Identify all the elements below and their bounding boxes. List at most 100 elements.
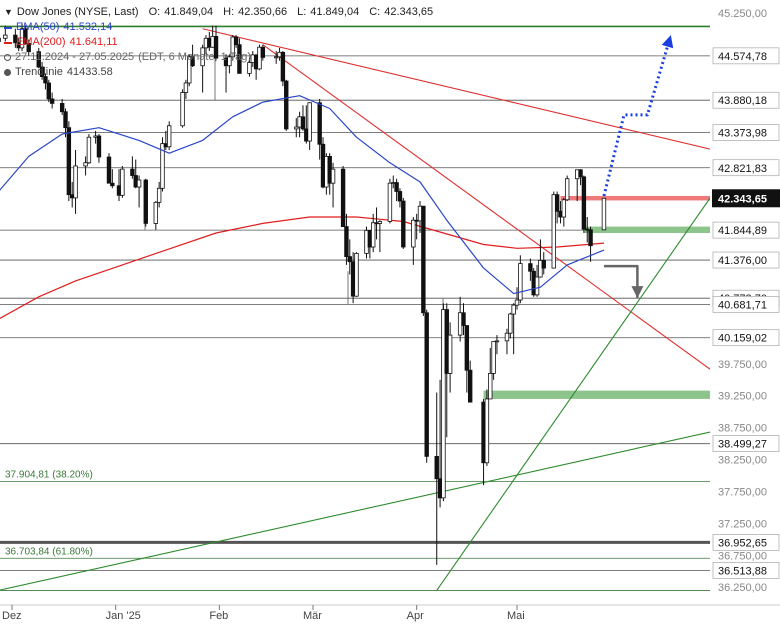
candle-body	[461, 312, 466, 326]
candle-body	[63, 111, 68, 129]
y-tick-label: 40.159,02	[718, 333, 767, 345]
candle-body	[538, 260, 543, 278]
candle-body	[601, 197, 607, 231]
y-tick-label: 37.250,00	[718, 518, 767, 530]
candle-body	[344, 226, 349, 257]
candle-body	[394, 182, 399, 192]
candle-body	[280, 51, 286, 82]
candle-body	[83, 162, 88, 167]
level-tag	[712, 221, 780, 239]
candle-body	[49, 98, 55, 104]
candle-body	[514, 299, 520, 306]
candle-body	[377, 221, 383, 224]
ema50-line	[0, 95, 605, 295]
ohlc-open: 41.849,04	[164, 6, 214, 18]
trendline-label: Trendlinie	[15, 66, 63, 78]
candle-body	[23, 28, 28, 44]
level-tag	[712, 124, 780, 141]
candle-body	[354, 253, 359, 297]
legend-title-row: ▼ Dow Jones (NYSE, Last) O: 41.849,04 H: 4…	[4, 6, 434, 18]
candle-body	[59, 103, 65, 113]
candle-body	[511, 304, 516, 315]
horizontal-levels	[0, 25, 710, 591]
bullish-projection-arrow	[602, 34, 673, 197]
trendline-value: 41433.58	[66, 66, 113, 78]
candle-body	[227, 56, 232, 67]
candle-body	[541, 260, 546, 269]
candle-body	[143, 179, 148, 224]
candle-body	[578, 169, 583, 178]
ema200-line	[0, 216, 605, 320]
ema50-line	[0, 95, 605, 295]
y-tick-label: 39.250,00	[718, 391, 767, 403]
y-tick-label: 44.574,78	[718, 51, 767, 63]
level-tag	[712, 47, 780, 65]
candle-body	[120, 168, 125, 196]
candle-body	[564, 178, 570, 201]
candle-body	[110, 182, 115, 187]
legend-trendline[interactable]: Trendlinie 41433.58	[4, 65, 433, 80]
candle-body	[230, 36, 235, 58]
level-tag	[712, 296, 780, 313]
candle-body	[130, 168, 135, 176]
candle-body	[257, 46, 262, 70]
candle-body	[13, 34, 18, 44]
y-tick-label: 38.499,27	[718, 439, 767, 451]
candle-body	[340, 168, 346, 227]
candle-body	[160, 143, 165, 189]
candle-body	[551, 194, 556, 269]
y-tick-label: 43.373,98	[718, 128, 767, 140]
candle-body	[213, 35, 219, 59]
candle-body	[441, 309, 446, 499]
ema50-value: 41.532,14	[63, 21, 113, 33]
ema200-value: 41.641,11	[69, 36, 118, 48]
level-tag	[712, 91, 780, 109]
y-tick-label: 40.681,71	[718, 299, 767, 311]
candle-body	[26, 43, 31, 53]
candle-body	[494, 340, 500, 343]
candle-body	[284, 80, 289, 130]
candle-body	[484, 398, 490, 464]
chevron-down-icon[interactable]: ▼	[4, 7, 13, 17]
candle-body	[397, 191, 403, 202]
legend-ema50[interactable]: EMA(50) 41.532,14	[4, 20, 433, 35]
candle-body	[387, 182, 393, 222]
y-tick-label: 38.250,00	[718, 455, 767, 467]
range-label: 27.11.2024 - 27.05.2025	[15, 51, 135, 63]
candle-body	[317, 102, 322, 145]
candle-body	[300, 116, 306, 130]
candle-body	[66, 127, 72, 196]
x-tick-label: Mär	[303, 610, 322, 622]
y-tick-label: 36.250,00	[718, 582, 767, 594]
candle-body	[136, 179, 142, 188]
level-tag	[712, 435, 780, 452]
x-tick-label: Mai	[507, 610, 525, 622]
level-tag	[712, 159, 780, 177]
candle-body	[504, 332, 510, 342]
candle-body	[421, 205, 426, 314]
ema200-line	[0, 216, 605, 320]
candle-body	[156, 187, 162, 203]
level-tag	[712, 534, 780, 551]
bearish-pullback-arrow	[603, 264, 639, 299]
x-tick-label: Feb	[209, 610, 228, 622]
candle-body	[424, 312, 429, 457]
legend-ema200[interactable]: EMA(200) 41.641,11	[4, 35, 433, 50]
candle-body	[488, 373, 493, 400]
resistance-trendline	[202, 28, 710, 150]
fibonacci-labels: 37.904,81 (38.20%) 36.703,84 (61.80%)	[5, 470, 93, 558]
ema200-swatch-icon	[4, 41, 12, 44]
steep-resistance-trendline	[262, 44, 710, 370]
range-meta: (EDT, 6 Monate, 1 Tag)	[138, 51, 251, 63]
candle-body	[237, 44, 242, 74]
candle-body	[187, 56, 192, 84]
candle-body	[508, 313, 513, 334]
candle-body	[233, 36, 239, 46]
radio-icon[interactable]	[4, 54, 11, 61]
y-tick-label: 41.376,00	[718, 255, 767, 267]
candle-body	[190, 56, 195, 67]
candle-body	[588, 229, 593, 247]
candle-body	[534, 276, 540, 296]
candle-body	[260, 46, 266, 58]
